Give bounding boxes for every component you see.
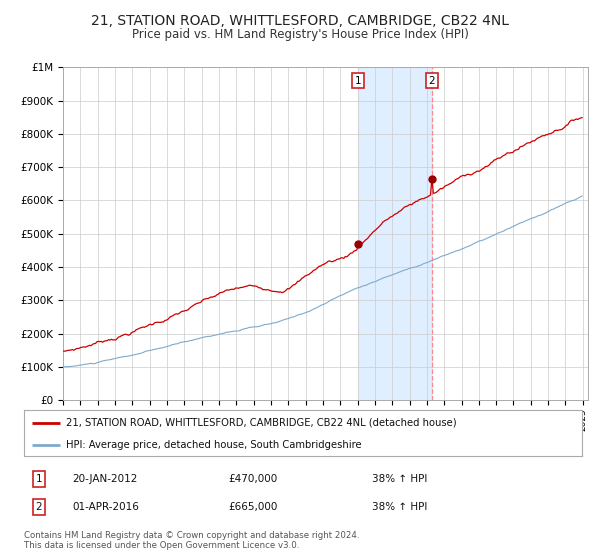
Text: 38% ↑ HPI: 38% ↑ HPI: [372, 502, 427, 512]
Text: Contains HM Land Registry data © Crown copyright and database right 2024.
This d: Contains HM Land Registry data © Crown c…: [24, 531, 359, 550]
Text: £470,000: £470,000: [228, 474, 277, 484]
Text: £665,000: £665,000: [228, 502, 277, 512]
Text: 21, STATION ROAD, WHITTLESFORD, CAMBRIDGE, CB22 4NL: 21, STATION ROAD, WHITTLESFORD, CAMBRIDG…: [91, 14, 509, 28]
Text: 2: 2: [35, 502, 43, 512]
Text: 20-JAN-2012: 20-JAN-2012: [72, 474, 137, 484]
Text: 21, STATION ROAD, WHITTLESFORD, CAMBRIDGE, CB22 4NL (detached house): 21, STATION ROAD, WHITTLESFORD, CAMBRIDG…: [66, 418, 457, 428]
Text: 1: 1: [35, 474, 43, 484]
Text: 38% ↑ HPI: 38% ↑ HPI: [372, 474, 427, 484]
Bar: [358, 67, 432, 400]
Text: 2: 2: [428, 76, 435, 86]
Text: 1: 1: [355, 76, 362, 86]
Text: Price paid vs. HM Land Registry's House Price Index (HPI): Price paid vs. HM Land Registry's House …: [131, 28, 469, 41]
Text: HPI: Average price, detached house, South Cambridgeshire: HPI: Average price, detached house, Sout…: [66, 440, 361, 450]
Text: 01-APR-2016: 01-APR-2016: [72, 502, 139, 512]
